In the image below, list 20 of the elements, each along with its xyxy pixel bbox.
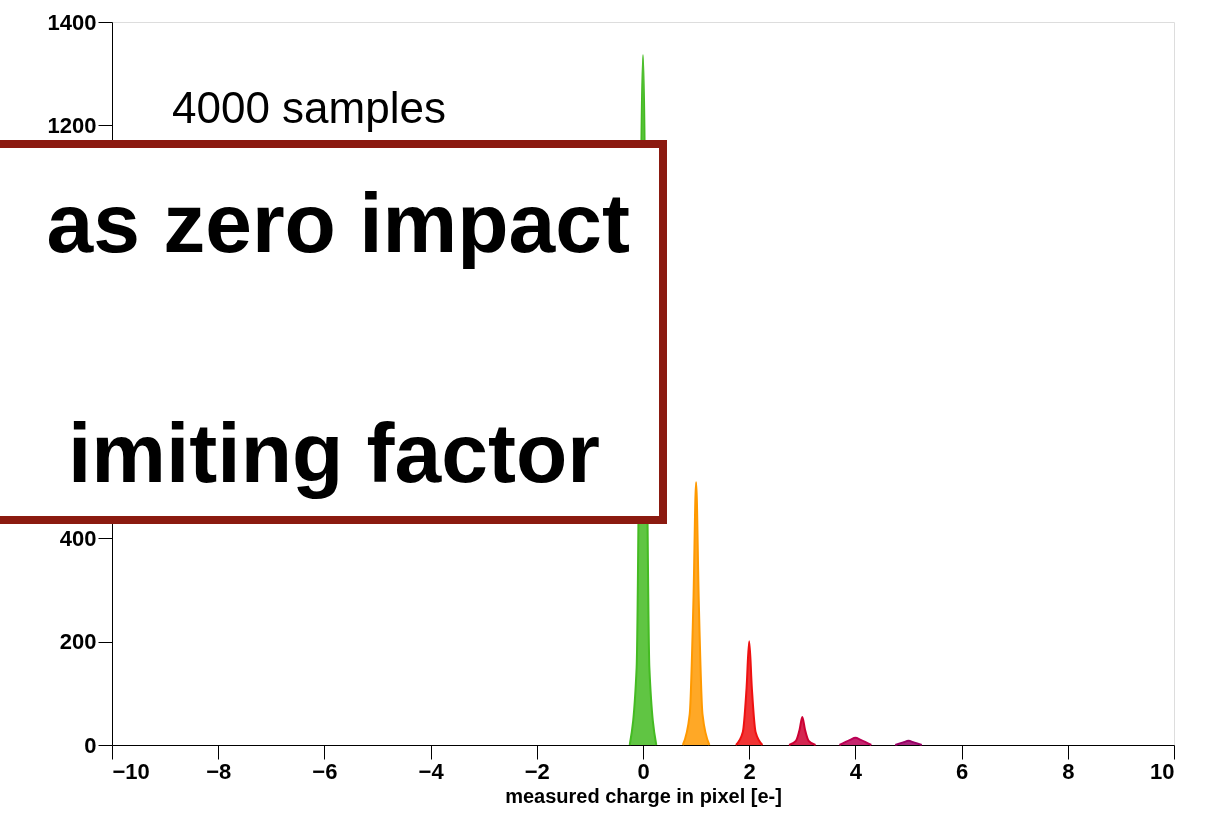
annotation: as zero impact xyxy=(46,176,630,270)
x-tick-label: −2 xyxy=(524,758,550,784)
x-tick-label: 8 xyxy=(1062,758,1075,784)
x-tick-label: −4 xyxy=(418,758,445,784)
x-tick-label: 0 xyxy=(637,758,650,784)
x-tick-label: 4 xyxy=(849,758,863,784)
x-tick-label: −6 xyxy=(312,758,338,784)
x-tick-label: −8 xyxy=(206,758,232,784)
y-tick-label: 400 xyxy=(59,525,97,551)
annotation: 4000 samples xyxy=(172,83,446,132)
y-tick-label: 1200 xyxy=(47,112,97,138)
x-tick-label: 6 xyxy=(955,758,969,784)
x-tick-label: 2 xyxy=(743,758,756,784)
x-tick-label: 10 xyxy=(1150,758,1175,784)
x-axis-title: measured charge in pixel [e-] xyxy=(505,784,782,807)
y-tick-label: 1400 xyxy=(47,9,97,35)
y-tick-label: 0 xyxy=(84,732,97,758)
annotation: imiting factor xyxy=(67,406,600,500)
y-tick-label: 200 xyxy=(59,629,97,655)
x-tick-label: −10 xyxy=(112,758,150,784)
